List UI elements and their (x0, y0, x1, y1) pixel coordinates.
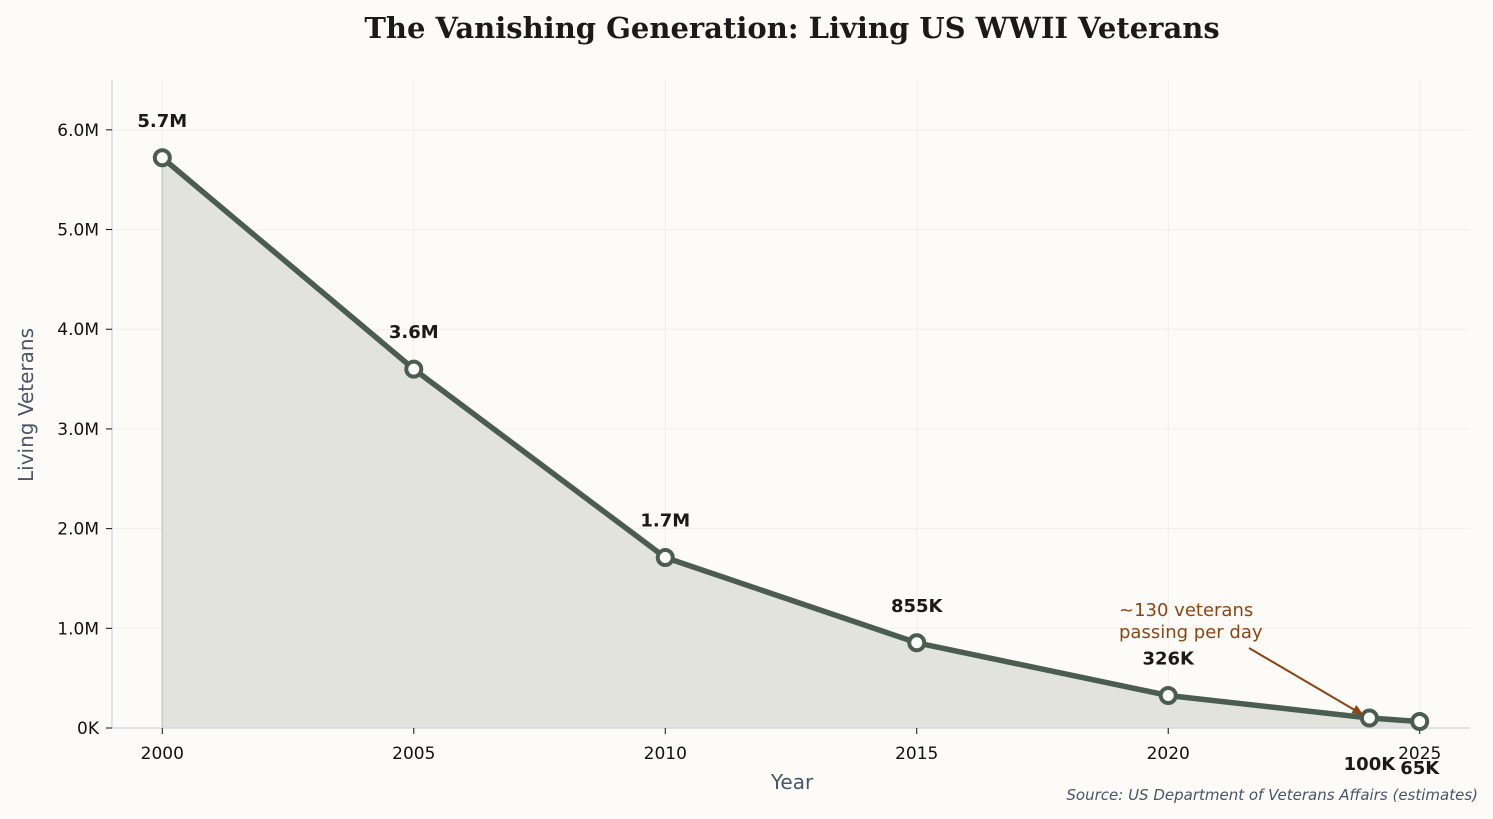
data-point (1410, 712, 1430, 732)
y-tick-label: 4.0M (57, 320, 99, 340)
data-label: 1.7M (640, 511, 690, 532)
area-layer (161, 157, 1420, 728)
data-point (152, 148, 172, 168)
data-label: 3.6M (389, 322, 439, 343)
axes: 2000 2005 2010 2015 2020 2025 0K 1.0M 2.0M 3.0M 4.… (57, 80, 1470, 764)
x-axis-label: Year (770, 770, 814, 794)
y-tick-label: 0K (77, 719, 100, 739)
annotation-arrow (1248, 647, 1362, 715)
data-label: 5.7M (137, 111, 187, 132)
data-point (655, 548, 675, 568)
y-tick-label: 2.0M (57, 520, 99, 540)
data-point (404, 359, 424, 379)
source-note: Source: US Department of Veterans Affair… (1066, 786, 1478, 804)
y-tick-label: 6.0M (57, 121, 99, 141)
x-tick-label: 2005 (392, 744, 435, 764)
x-tick-label: 2010 (644, 744, 687, 764)
y-axis-label: Living Veterans (14, 328, 38, 482)
annotation-text: ~130 veterans (1119, 600, 1253, 621)
y-tick-label: 3.0M (57, 420, 99, 440)
data-point (907, 633, 927, 653)
data-point (1359, 708, 1379, 728)
data-label: 855K (891, 596, 944, 617)
area-fill (162, 157, 1420, 728)
annotation-arrowhead (1351, 705, 1364, 716)
y-tick-label: 5.0M (57, 221, 99, 241)
data-label: 65K (1400, 758, 1440, 779)
chart-title: The Vanishing Generation: Living US WWII… (364, 11, 1219, 45)
annotation-text: passing per day (1119, 622, 1263, 643)
y-tick-label: 1.0M (57, 619, 99, 639)
x-tick-label: 2020 (1147, 744, 1190, 764)
data-label: 326K (1142, 649, 1195, 670)
data-point (1158, 686, 1178, 706)
x-tick-label: 2000 (141, 744, 184, 764)
data-label: 100K (1344, 754, 1397, 775)
points-layer (152, 148, 1430, 732)
data-labels: 5.7M 3.6M 1.7M 855K 326K 100K 65K (137, 111, 1440, 779)
x-tick-label: 2015 (895, 744, 938, 764)
x-tick-label: 2025 (1398, 744, 1441, 764)
